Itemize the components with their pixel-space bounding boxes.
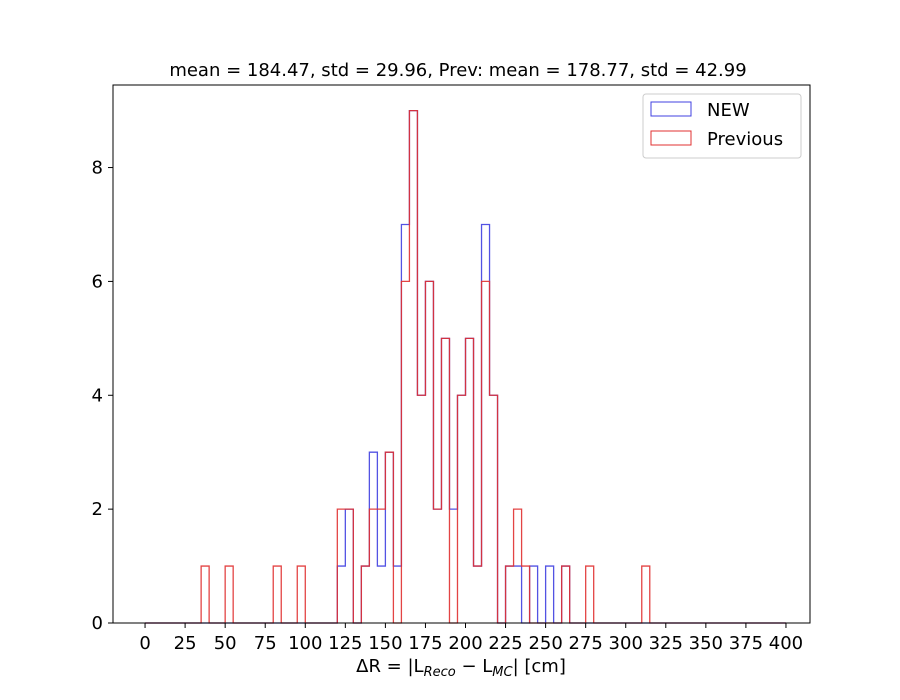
chart-title: mean = 184.47, std = 29.96, Prev: mean =… — [169, 60, 746, 81]
x-tick-label: 250 — [528, 633, 562, 654]
x-tick-label: 200 — [448, 633, 482, 654]
x-tick-label: 375 — [729, 633, 763, 654]
x-tick-label: 400 — [769, 633, 803, 654]
y-tick-label: 0 — [92, 613, 103, 634]
plot-frame — [112, 84, 811, 624]
x-tick-label: 275 — [568, 633, 602, 654]
x-label-mid: − L — [456, 656, 493, 677]
legend-box — [642, 93, 802, 159]
x-tick-label: 300 — [609, 633, 643, 654]
series-previous-step — [145, 109, 786, 624]
x-tick-label: 125 — [328, 633, 362, 654]
y-tick-label: 2 — [92, 499, 103, 520]
series-layer — [145, 109, 786, 624]
plot-area — [112, 84, 811, 624]
y-tick-label: 4 — [92, 385, 103, 406]
x-label-end: | [cm] — [513, 656, 566, 677]
x-tick-label: 100 — [288, 633, 322, 654]
x-label-main: ΔR = |L — [356, 656, 423, 677]
x-label-sub-reco: Reco — [424, 665, 456, 680]
x-axis: 0 25 50 75 100 125 150 175 200 225 250 275 300 325 350… — [139, 623, 803, 654]
y-tick-label: 8 — [92, 158, 103, 179]
y-axis: 0 2 4 6 8 — [92, 158, 113, 634]
legend-swatch-previous — [650, 130, 692, 146]
x-axis-label: ΔR = |LReco − LMC| [cm] — [356, 656, 566, 680]
x-tick-label: 225 — [488, 633, 522, 654]
legend-label-new: NEW — [707, 100, 750, 121]
x-tick-label: 50 — [214, 633, 237, 654]
x-tick-label: 25 — [174, 633, 197, 654]
x-label-sub-mc: MC — [492, 665, 513, 680]
x-tick-label: 325 — [649, 633, 683, 654]
legend-swatch-new — [650, 101, 692, 117]
y-tick-label: 6 — [92, 271, 103, 292]
x-tick-label: 175 — [408, 633, 442, 654]
legend-label-previous: Previous — [707, 129, 783, 150]
x-tick-label: 75 — [254, 633, 277, 654]
legend: NEW Previous — [642, 93, 802, 159]
x-tick-label: 150 — [368, 633, 402, 654]
x-tick-label: 0 — [139, 633, 150, 654]
x-tick-label: 350 — [689, 633, 723, 654]
